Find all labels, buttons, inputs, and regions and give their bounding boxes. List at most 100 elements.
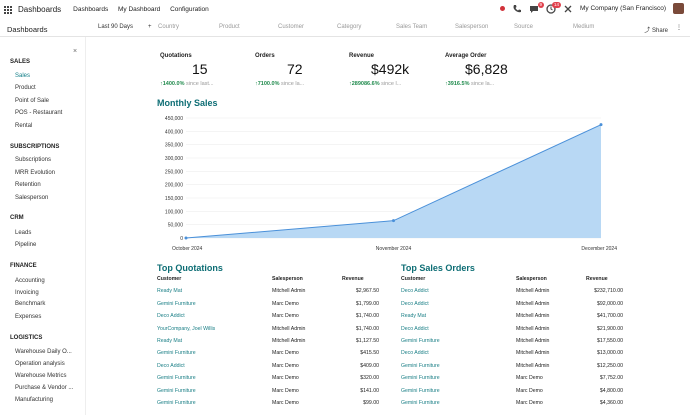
table-row[interactable]: Ready Mat Mitchell Admin $41,700.00 (401, 313, 623, 325)
filter-sales-team[interactable]: Sales Team (396, 24, 428, 30)
sidebar-item-invoicing[interactable]: Invoicing (15, 290, 39, 296)
filter-customer[interactable]: Customer (278, 24, 305, 30)
filter-salesperson[interactable]: Salesperson (455, 24, 489, 30)
customer-link[interactable]: Gemini Furniture (401, 387, 440, 394)
customer-link[interactable]: Ready Mat (157, 288, 183, 295)
table-row[interactable]: Deco Addict Mitchell Admin $92,000.00 (401, 300, 623, 313)
customer-link[interactable]: Gemini Furniture (157, 300, 196, 307)
sidebar-item-pipeline[interactable]: Pipeline (15, 242, 37, 248)
table-row[interactable]: Gemini Furniture Mitchell Admin $17,550.00 (401, 337, 623, 350)
column-header[interactable]: Salesperson (516, 276, 547, 282)
customer-link[interactable]: Deco Addict (401, 300, 429, 307)
filter-source[interactable]: Source (514, 24, 534, 30)
chat-icon[interactable]: 9 (529, 1, 545, 14)
date-filter[interactable]: Last 90 Days (98, 24, 134, 30)
table-row[interactable]: YourCompany, Joel Willis Mitchell Admin $1… (157, 325, 379, 338)
customer-link[interactable]: Gemini Furniture (157, 375, 196, 382)
sidebar-item-warehouse-metrics[interactable]: Warehouse Metrics (15, 373, 67, 379)
menu-dashboards[interactable]: Dashboards (73, 6, 109, 13)
app-brand[interactable]: Dashboards (18, 5, 62, 14)
share-button[interactable]: ⤴ Share (644, 25, 668, 34)
sidebar-item-expenses[interactable]: Expenses (15, 314, 42, 320)
sidebar-item-mrr-evolution[interactable]: MRR Evolution (15, 170, 56, 176)
phone-icon[interactable] (512, 4, 522, 14)
table-row[interactable]: Deco Addict Marc Demo $409.00 (157, 362, 379, 375)
customer-link[interactable]: Gemini Furniture (401, 399, 440, 406)
customer-link[interactable]: Gemini Furniture (401, 337, 440, 344)
kpi-revenue[interactable]: Revenue $492k ↑289086.6% since l... (349, 53, 434, 87)
company-switcher[interactable]: My Company (San Francisco) (580, 5, 666, 12)
salesperson-cell: Marc Demo (516, 387, 543, 394)
customer-link[interactable]: Deco Addict (401, 288, 429, 295)
kpi-quotations[interactable]: Quotations 15 ↑1400.0% since last... (160, 53, 240, 87)
customer-link[interactable]: Deco Addict (401, 325, 429, 332)
filter-medium[interactable]: Medium (573, 24, 595, 30)
column-header[interactable]: Customer (157, 276, 182, 282)
table-row[interactable]: Gemini Furniture Marc Demo $141.00 (157, 387, 379, 400)
sidebar-item-salesperson[interactable]: Salesperson (15, 195, 49, 201)
customer-link[interactable]: Gemini Furniture (401, 375, 440, 382)
sidebar-item-point-of-sale[interactable]: Point of Sale (15, 98, 50, 104)
filter-add-icon[interactable]: + (148, 24, 152, 30)
salesperson-cell: Mitchell Admin (272, 325, 306, 332)
table-row[interactable]: Gemini Furniture Mitchell Admin $12,250.00 (401, 362, 623, 375)
table-row[interactable]: Deco Addict Mitchell Admin $232,710.00 (401, 288, 623, 300)
table-row[interactable]: Ready Mat Mitchell Admin $1,127.50 (157, 337, 379, 350)
sidebar-item-product[interactable]: Product (15, 85, 36, 91)
sidebar-item-pos-restaurant[interactable]: POS - Restaurant (15, 110, 63, 116)
app-grid-icon[interactable] (4, 5, 14, 15)
table-row[interactable]: Gemini Furniture Marc Demo $99.00 (157, 399, 379, 412)
customer-link[interactable]: Gemini Furniture (157, 399, 196, 406)
table-row[interactable]: Gemini Furniture Marc Demo $4,800.00 (401, 387, 623, 400)
table-row[interactable]: Gemini Furniture Marc Demo $4,360.00 (401, 399, 623, 412)
customer-link[interactable]: Gemini Furniture (157, 387, 196, 394)
sidebar-item-operation-analysis[interactable]: Operation analysis (15, 361, 65, 367)
section-subscriptions: SUBSCRIPTIONS (10, 144, 60, 150)
activity-clock-icon[interactable]: 14 (546, 1, 562, 14)
table-row[interactable]: Gemini Furniture Marc Demo $7,752.00 (401, 375, 623, 387)
sidebar-item-manufacturing[interactable]: Manufacturing (15, 397, 54, 403)
sidebar-item-warehouse-daily[interactable]: Warehouse Daily O... (15, 349, 72, 355)
column-header[interactable]: Customer (401, 276, 426, 282)
table-row[interactable]: Gemini Furniture Marc Demo $320.00 (157, 375, 379, 387)
kpi-average-order[interactable]: Average Order $6,828 ↑3916.5% since la..… (445, 53, 535, 87)
filter-product[interactable]: Product (219, 24, 240, 30)
table-row[interactable]: Gemini Furniture Marc Demo $1,799.00 (157, 300, 379, 313)
sidebar-item-retention[interactable]: Retention (15, 182, 41, 188)
sidebar-item-leads[interactable]: Leads (15, 230, 32, 236)
settings-icon[interactable] (563, 4, 573, 14)
kpi-label: Orders (255, 53, 275, 59)
sidebar-item-subscriptions[interactable]: Subscriptions (15, 157, 52, 163)
customer-link[interactable]: Deco Addict (157, 313, 185, 320)
more-options-icon[interactable]: ⋮ (676, 25, 682, 31)
column-header[interactable]: Revenue (342, 276, 364, 282)
status-dot-icon[interactable] (500, 6, 506, 11)
customer-link[interactable]: YourCompany, Joel Willis (157, 325, 216, 332)
customer-link[interactable]: Deco Addict (157, 362, 185, 369)
menu-configuration[interactable]: Configuration (170, 6, 209, 13)
close-sidebar-icon[interactable]: × (73, 48, 78, 55)
sidebar-item-rental[interactable]: Rental (15, 123, 33, 129)
monthly-sales-chart[interactable]: 0 50,000 100,000 150,000 200,000 250,000 300,0… (156, 110, 626, 255)
menu-my-dashboard[interactable]: My Dashboard (118, 6, 161, 13)
table-row[interactable]: Deco Addict Mitchell Admin $13,000.00 (401, 350, 623, 362)
table-row[interactable]: Deco Addict Mitchell Admin $21,900.00 (401, 325, 623, 338)
user-avatar[interactable] (673, 3, 684, 14)
customer-link[interactable]: Ready Mat (157, 337, 183, 344)
customer-link[interactable]: Ready Mat (401, 313, 427, 320)
customer-link[interactable]: Deco Addict (401, 350, 429, 357)
column-header[interactable]: Salesperson (272, 276, 303, 282)
customer-link[interactable]: Gemini Furniture (157, 350, 196, 357)
table-row[interactable]: Gemini Furniture Marc Demo $415.50 (157, 350, 379, 362)
sidebar-item-sales[interactable]: Sales (15, 73, 31, 79)
column-header[interactable]: Revenue (586, 276, 608, 282)
filter-category[interactable]: Category (337, 24, 362, 30)
sidebar-item-benchmark[interactable]: Benchmark (15, 301, 46, 307)
customer-link[interactable]: Gemini Furniture (401, 362, 440, 369)
filter-country[interactable]: Country (158, 24, 180, 30)
sidebar-item-accounting[interactable]: Accounting (15, 278, 45, 284)
table-row[interactable]: Ready Mat Mitchell Admin $2,967.50 (157, 288, 379, 300)
sidebar-item-purchase-vendor[interactable]: Purchase & Vendor ... (15, 385, 74, 391)
table-row[interactable]: Deco Addict Marc Demo $1,740.00 (157, 313, 379, 325)
kpi-orders[interactable]: Orders 72 ↑7100.0% since la... (255, 53, 335, 87)
